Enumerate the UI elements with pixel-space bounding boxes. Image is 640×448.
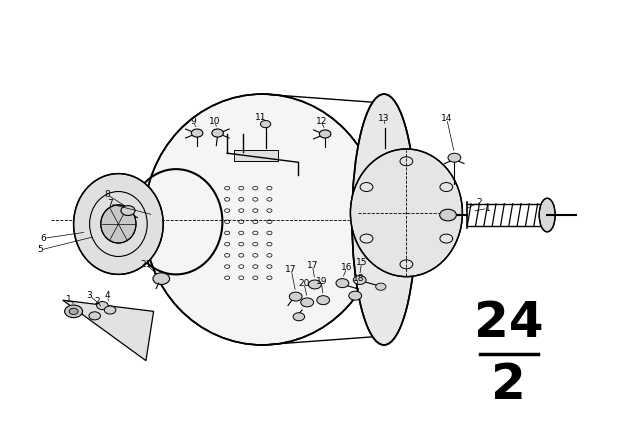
Circle shape xyxy=(308,280,321,289)
Circle shape xyxy=(349,291,362,300)
Circle shape xyxy=(353,276,366,284)
Text: 17: 17 xyxy=(285,265,297,274)
Ellipse shape xyxy=(144,94,381,345)
Text: 2: 2 xyxy=(95,297,100,306)
Ellipse shape xyxy=(352,94,416,345)
Circle shape xyxy=(317,296,330,305)
Circle shape xyxy=(104,306,116,314)
Text: 3: 3 xyxy=(87,291,92,300)
Circle shape xyxy=(65,305,83,318)
Circle shape xyxy=(121,206,135,215)
Text: 20: 20 xyxy=(298,279,310,288)
Text: 9: 9 xyxy=(191,117,196,126)
Ellipse shape xyxy=(351,149,462,276)
Text: 16: 16 xyxy=(341,263,353,272)
Circle shape xyxy=(153,273,170,284)
Circle shape xyxy=(289,292,302,301)
Text: 17: 17 xyxy=(307,261,318,270)
Text: 24: 24 xyxy=(474,299,543,347)
Text: 21: 21 xyxy=(140,260,152,269)
Circle shape xyxy=(376,283,386,290)
Text: 2: 2 xyxy=(492,361,526,409)
Circle shape xyxy=(212,129,223,137)
Text: 13: 13 xyxy=(378,114,390,123)
Ellipse shape xyxy=(540,198,556,232)
Text: 18: 18 xyxy=(353,274,364,283)
Text: 15: 15 xyxy=(356,258,367,267)
Polygon shape xyxy=(63,300,154,361)
Circle shape xyxy=(448,153,461,162)
Circle shape xyxy=(191,129,203,137)
Circle shape xyxy=(97,302,108,310)
Text: 2: 2 xyxy=(476,198,481,207)
Text: 4: 4 xyxy=(105,291,110,300)
Circle shape xyxy=(319,130,331,138)
Circle shape xyxy=(336,279,349,288)
Text: 11: 11 xyxy=(255,113,267,122)
Ellipse shape xyxy=(101,205,136,243)
Text: 19: 19 xyxy=(316,277,327,286)
Circle shape xyxy=(440,209,456,221)
Text: 1: 1 xyxy=(67,295,72,304)
Circle shape xyxy=(301,298,314,307)
Text: 8: 8 xyxy=(105,190,110,199)
Text: 10: 10 xyxy=(209,117,220,126)
Text: 5: 5 xyxy=(38,246,43,254)
Text: 1: 1 xyxy=(485,204,490,213)
Circle shape xyxy=(260,121,271,128)
Text: 14: 14 xyxy=(441,114,452,123)
Bar xyxy=(234,150,278,161)
Text: 6: 6 xyxy=(41,234,46,243)
Ellipse shape xyxy=(74,174,163,274)
Text: 7: 7 xyxy=(108,199,113,208)
Circle shape xyxy=(89,312,100,320)
Text: 12: 12 xyxy=(316,117,327,126)
Circle shape xyxy=(69,308,78,314)
Circle shape xyxy=(293,313,305,321)
